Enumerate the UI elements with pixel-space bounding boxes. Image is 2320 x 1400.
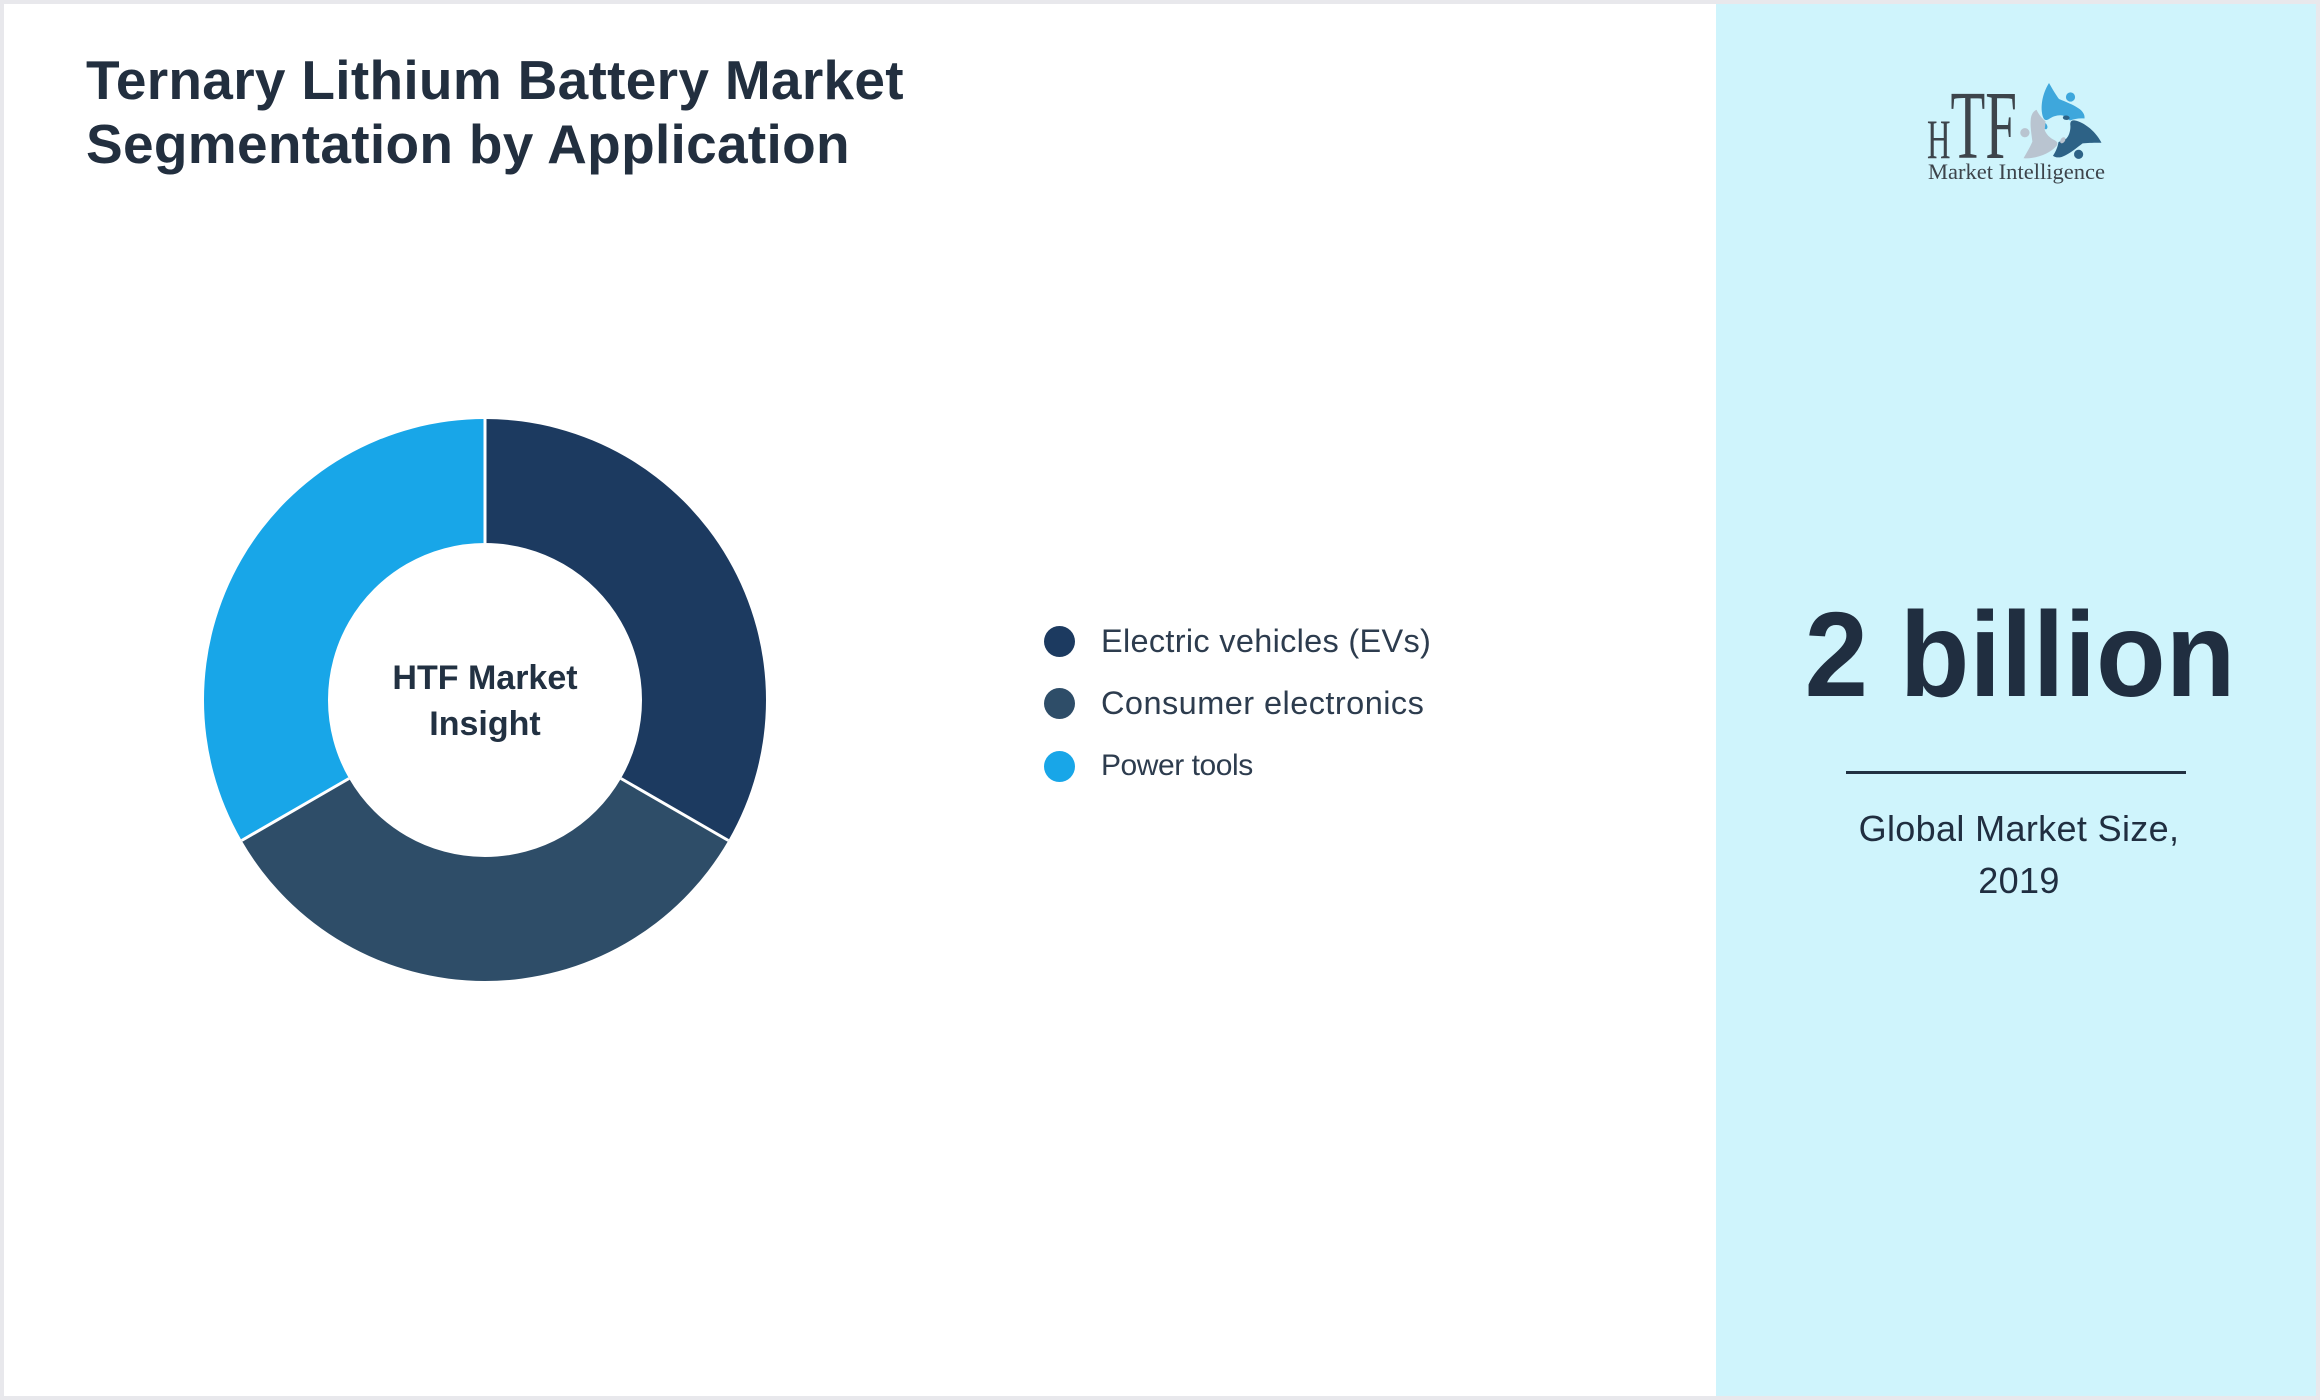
svg-text:Market Intelligence: Market Intelligence <box>1928 159 2105 184</box>
